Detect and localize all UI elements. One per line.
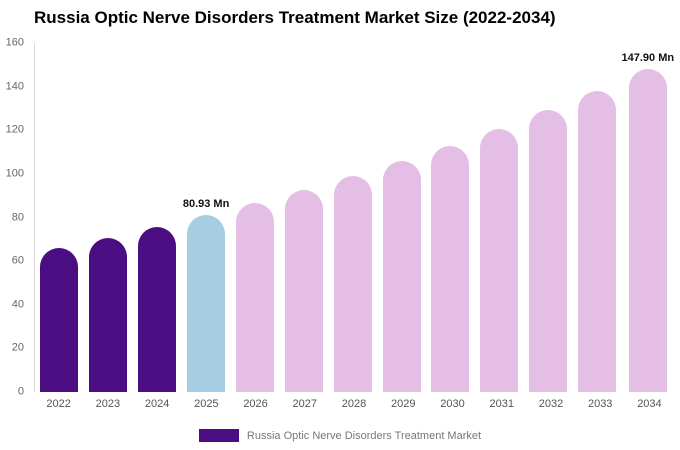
plot-area: 80.93 Mn 147.90 Mn [34, 43, 674, 392]
bar-slot [475, 43, 524, 392]
bar-slot [231, 43, 280, 392]
bar-2025 [187, 215, 226, 392]
bar-2023 [89, 237, 128, 392]
bar-2029 [382, 161, 421, 392]
bar-slot [133, 43, 182, 392]
y-tick-label: 80 [11, 211, 24, 223]
bar-2030 [431, 145, 470, 392]
bar-2024 [138, 226, 177, 392]
y-tick-label: 120 [5, 123, 24, 136]
bar-2032 [529, 110, 568, 392]
x-tick-label: 2031 [489, 398, 514, 410]
bar-2033 [578, 90, 617, 392]
bar-slot [524, 43, 573, 392]
bar-value-label: 80.93 Mn [182, 198, 230, 211]
y-tick-label: 60 [11, 254, 24, 267]
x-tick-label: 2033 [587, 398, 613, 410]
bar-slot [279, 43, 328, 392]
x-tick-label: 2032 [538, 398, 564, 410]
x-tick-label: 2023 [95, 398, 121, 410]
x-tick-label: 2029 [391, 398, 416, 410]
bar-slot [328, 43, 377, 392]
bar-slot [573, 43, 622, 392]
chart-title: Russia Optic Nerve Disorders Treatment M… [34, 8, 556, 27]
x-tick-label: 2034 [637, 398, 662, 410]
legend: Russia Optic Nerve Disorders Treatment M… [0, 429, 680, 442]
bar-2028 [333, 176, 372, 392]
bar-2022 [40, 247, 79, 392]
bar-2031 [480, 128, 519, 392]
x-tick-label: 2027 [292, 398, 318, 410]
x-tick-label: 2024 [144, 398, 170, 410]
legend-label: Russia Optic Nerve Disorders Treatment M… [246, 429, 482, 442]
bar-slot [35, 43, 84, 392]
y-tick-label: 0 [17, 385, 24, 398]
bar-2027 [284, 190, 323, 392]
bar-slot: 147.90 Mn [621, 43, 675, 392]
bar-2026 [235, 203, 274, 392]
bar-slot [426, 43, 475, 392]
bars-group: 80.93 Mn 147.90 Mn [35, 43, 674, 392]
y-tick-label: 140 [5, 80, 24, 93]
x-tick-label: 2026 [243, 398, 268, 410]
bar-slot: 80.93 Mn [182, 43, 231, 392]
x-tick-label: 2028 [341, 398, 367, 410]
x-tick-label: 2025 [194, 398, 219, 410]
bar-slot [84, 43, 133, 392]
x-axis: 2022 2023 2024 2025 2026 2027 2028 2029 2030 2031… [34, 398, 674, 410]
y-axis: 0 20 40 60 80 100 120 140 160 [0, 37, 30, 397]
y-tick-label: 100 [5, 167, 24, 180]
x-tick-label: 2030 [440, 398, 465, 410]
bar-2034 [628, 69, 667, 392]
x-tick-label: 2022 [46, 398, 71, 410]
y-tick-label: 160 [5, 36, 24, 49]
legend-swatch [198, 429, 239, 442]
y-tick-label: 20 [11, 341, 24, 354]
bar-slot [377, 43, 426, 392]
y-tick-label: 40 [11, 298, 24, 311]
bar-value-label: 147.90 Mn [621, 52, 675, 65]
